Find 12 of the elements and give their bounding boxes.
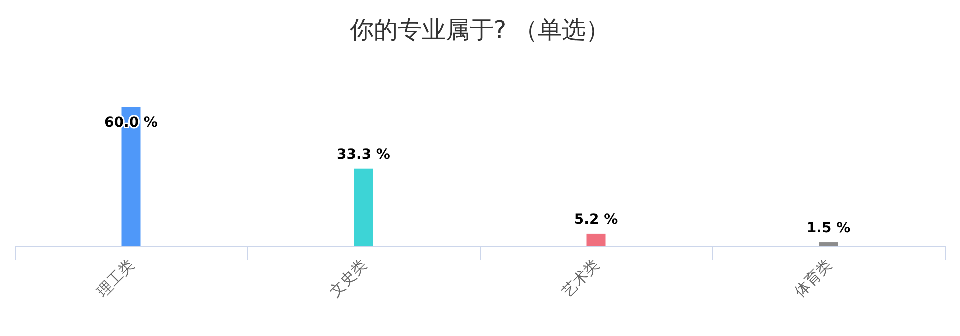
x-tick-label: 体育类 [791, 256, 836, 301]
bar [819, 242, 838, 246]
data-label: 5.2 % [574, 212, 618, 228]
chart-title: 你的专业属于? （单选） [348, 16, 610, 44]
data-label: 60.0 % [104, 115, 158, 131]
bar [354, 168, 374, 246]
bar [586, 234, 606, 246]
data-label: 33.3 % [337, 146, 390, 163]
x-tick-label: 文史类 [326, 256, 371, 301]
data-label: 1.5 % [806, 220, 851, 237]
x-tick-label: 艺术类 [558, 256, 604, 301]
x-tick-label: 理工类 [94, 256, 138, 301]
